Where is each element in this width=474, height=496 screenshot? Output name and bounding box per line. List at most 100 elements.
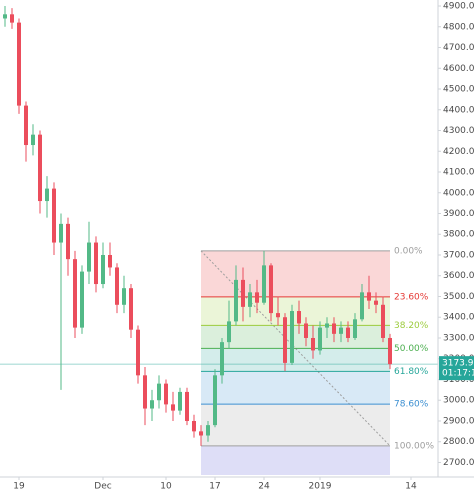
x-tick-label: 17 xyxy=(209,482,220,492)
candle-body xyxy=(360,292,364,320)
candle-body xyxy=(304,323,308,338)
candle-body xyxy=(297,311,301,324)
candle-body xyxy=(199,431,203,436)
candle-body xyxy=(353,319,357,338)
candle-body xyxy=(374,300,378,305)
y-tick-label: 4100.00 xyxy=(443,168,474,178)
candle-body xyxy=(388,337,392,365)
last-price-label: 3173.95 xyxy=(442,359,474,369)
fib-band-extension xyxy=(201,445,390,475)
y-tick-label: 3400.00 xyxy=(443,313,474,323)
y-tick-label: 4600.00 xyxy=(443,64,474,74)
candle-body xyxy=(213,375,217,426)
x-tick-label: 19 xyxy=(13,482,25,492)
candle-body xyxy=(136,329,140,376)
y-tick-label: 2700.00 xyxy=(443,458,474,468)
fib-band xyxy=(201,250,390,297)
fib-trend-line xyxy=(200,250,391,447)
y-tick-label: 3700.00 xyxy=(443,250,474,260)
candle-body xyxy=(269,265,273,314)
candle-body xyxy=(227,321,231,343)
candle-body xyxy=(220,342,224,376)
fib-band xyxy=(201,404,390,446)
candle-body xyxy=(52,188,56,243)
fib-band xyxy=(201,371,390,405)
candle-body xyxy=(59,223,63,243)
candle-body xyxy=(381,304,385,338)
candle-body xyxy=(101,254,105,285)
fib-band xyxy=(201,296,390,326)
candle-body xyxy=(150,400,154,409)
x-tick-label: 24 xyxy=(258,482,270,492)
candle-body xyxy=(94,242,98,285)
candle-body xyxy=(346,327,350,338)
last-price-tag xyxy=(439,356,474,381)
candle-body xyxy=(311,337,315,351)
candle-body xyxy=(206,425,210,436)
candle-body xyxy=(87,242,91,272)
candle-body xyxy=(276,313,280,318)
y-tick-label: 4200.00 xyxy=(443,147,474,157)
fib-level-label: 38.20% xyxy=(394,321,429,331)
candle-body xyxy=(325,323,329,328)
y-tick-label: 4300.00 xyxy=(443,126,474,136)
candle-body xyxy=(45,188,49,202)
candle-body xyxy=(178,391,182,411)
y-tick-label: 2800.00 xyxy=(443,437,474,447)
candles xyxy=(0,6,438,446)
fib-level-label: 100.00% xyxy=(394,441,434,451)
fib-band xyxy=(201,348,390,372)
candle-body xyxy=(248,292,252,307)
fib-level-label: 50.00% xyxy=(394,344,429,354)
candle-body xyxy=(3,14,7,19)
candle-body xyxy=(129,288,133,330)
countdown-label: 01:17:10 xyxy=(442,369,474,379)
candle-body xyxy=(367,292,371,301)
y-tick-label: 3600.00 xyxy=(443,271,474,281)
candle-body xyxy=(66,223,70,260)
candle-body xyxy=(38,134,42,202)
fib-retracement: 0.00% 23.60% 38.20% 50.00% 61.80% 78.60% 100.0… xyxy=(200,246,434,475)
x-tick-label: 14 xyxy=(405,482,417,492)
x-tick-label: 10 xyxy=(160,482,172,492)
candle-body xyxy=(115,267,119,305)
candle-body xyxy=(255,292,259,303)
candle-body xyxy=(24,105,28,146)
candle-body xyxy=(80,271,84,328)
y-tick-label: 4700.00 xyxy=(443,43,474,53)
y-tick-label: 3900.00 xyxy=(443,209,474,219)
candle-body xyxy=(318,327,322,351)
candle-body xyxy=(241,279,245,307)
y-tick-label: 3300.00 xyxy=(443,333,474,343)
candle-body xyxy=(290,311,294,363)
candle-body xyxy=(122,288,126,305)
candle-body xyxy=(339,327,343,334)
candle-body xyxy=(171,404,175,411)
candle-body xyxy=(192,420,196,432)
y-tick-label: 4800.00 xyxy=(443,22,474,32)
y-tick-label: 3500.00 xyxy=(443,292,474,302)
candle-body xyxy=(73,259,77,328)
candle-body xyxy=(157,383,161,401)
y-tick-label: 4400.00 xyxy=(443,105,474,115)
axes: 2700.002800.002900.003000.003100.003200.… xyxy=(13,2,474,492)
x-tick-label: 2019 xyxy=(309,482,332,492)
fib-level-label: 78.60% xyxy=(394,400,429,410)
candle-body xyxy=(164,383,168,405)
fib-level-label: 61.80% xyxy=(394,367,429,377)
y-tick-label: 4900.00 xyxy=(443,2,474,12)
y-tick-label: 2900.00 xyxy=(443,416,474,426)
fib-level-label: 23.60% xyxy=(394,292,429,302)
candle-body xyxy=(262,265,266,303)
y-tick-label: 4000.00 xyxy=(443,188,474,198)
candle-body xyxy=(332,323,336,334)
candle-body xyxy=(17,22,21,106)
x-tick-label: Dec xyxy=(94,482,111,492)
candle-body xyxy=(10,14,14,23)
y-tick-label: 4500.00 xyxy=(443,85,474,95)
y-tick-label: 3000.00 xyxy=(443,396,474,406)
fib-level-label: 0.00% xyxy=(394,246,423,256)
candle-body xyxy=(108,254,112,268)
